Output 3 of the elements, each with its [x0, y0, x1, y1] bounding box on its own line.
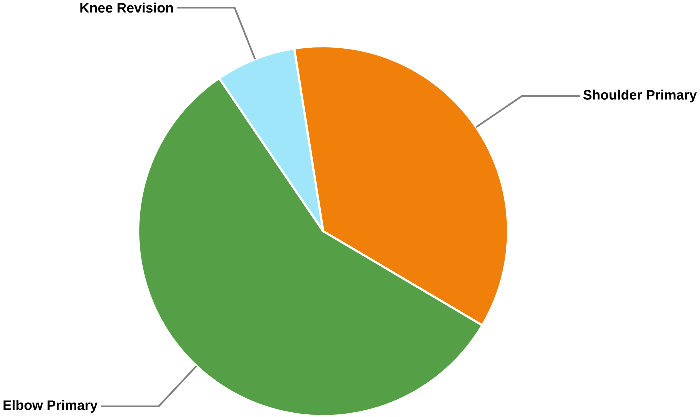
slice-label: Knee Revision — [80, 2, 174, 13]
slice-label: Shoulder Primary — [584, 90, 698, 102]
slice-label: Elbow Primary — [4, 400, 98, 413]
